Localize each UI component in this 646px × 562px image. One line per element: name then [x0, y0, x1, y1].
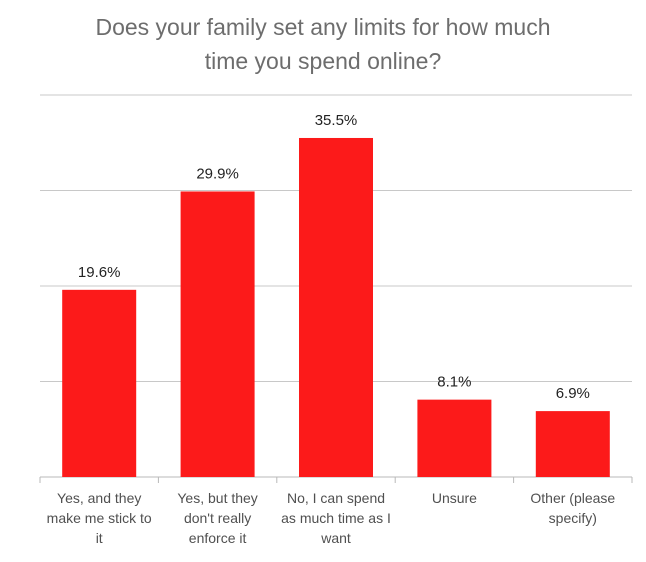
x-tick-label: Other (please — [530, 490, 615, 506]
bar — [417, 399, 492, 477]
x-tick-label: don't really — [184, 510, 251, 526]
x-tick-label: it — [96, 530, 103, 546]
bar — [299, 137, 373, 477]
x-tick-label: make me stick to — [47, 510, 152, 526]
x-tick-label: want — [320, 530, 351, 546]
x-tick-label: Yes, but they — [177, 490, 257, 506]
bar — [180, 191, 255, 477]
data-label: 19.6% — [78, 264, 121, 281]
x-tick-label: Unsure — [432, 490, 477, 506]
bar — [535, 411, 610, 477]
data-label: 29.9% — [196, 165, 239, 182]
chart-title-line-1: Does your family set any limits for how … — [95, 14, 551, 40]
data-label: 6.9% — [556, 385, 590, 402]
data-label: 35.5% — [315, 112, 358, 129]
x-tick-label: No, I can spend — [287, 490, 385, 506]
chart-title-line-2: time you spend online? — [204, 48, 442, 74]
chart-title: Does your family set any limits for how … — [0, 10, 646, 78]
x-tick-label: Yes, and they — [57, 490, 141, 506]
x-tick-label: as much time as I — [281, 510, 391, 526]
bar — [62, 289, 137, 477]
data-label: 8.1% — [437, 374, 471, 391]
x-tick-label: enforce it — [189, 530, 247, 546]
x-tick-label: specify) — [549, 510, 597, 526]
